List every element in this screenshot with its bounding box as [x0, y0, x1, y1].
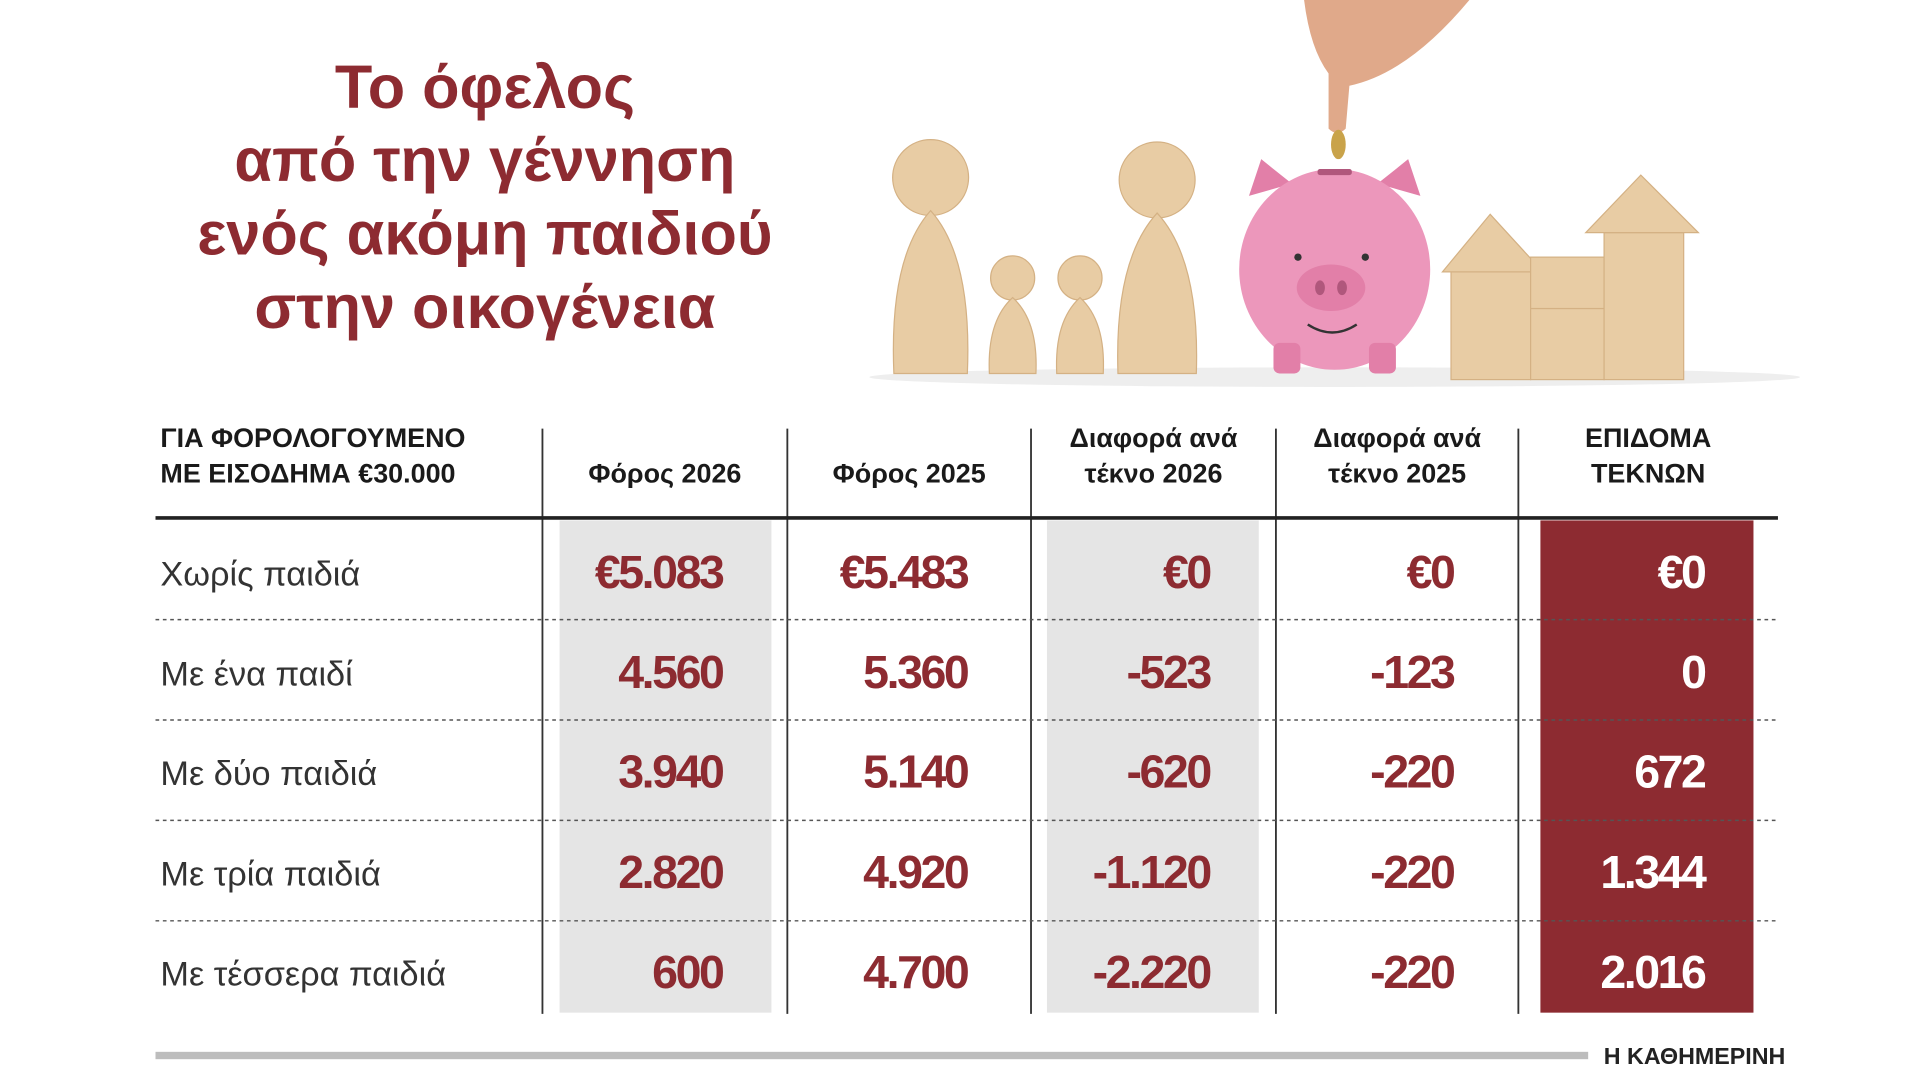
- coin-slot: [1317, 168, 1352, 176]
- column-header: ΜΕ ΕΙΣΟΔΗΜΑ €30.000: [160, 458, 455, 488]
- block: [1450, 271, 1532, 381]
- block-roof: [1441, 213, 1545, 273]
- pig-leg: [1368, 342, 1396, 374]
- cell-value: 5.360: [863, 646, 968, 698]
- figure: [1055, 296, 1105, 375]
- cell-value: €0: [1407, 546, 1454, 598]
- cell-value: 600: [652, 946, 723, 998]
- figure: [1118, 141, 1196, 219]
- cell-value: -123: [1370, 646, 1455, 698]
- cell-value: -523: [1126, 646, 1211, 698]
- cell-value: 0: [1681, 646, 1705, 698]
- figure: [990, 255, 1036, 301]
- row-label: Με τρία παιδιά: [160, 855, 380, 893]
- coin: [1331, 129, 1346, 160]
- block: [1530, 256, 1605, 310]
- cell-value: -220: [1370, 745, 1454, 797]
- figure: [988, 296, 1037, 375]
- smile: [1307, 323, 1358, 334]
- column-header: ΓΙΑ ΦΟΡΟΛΟΓΟΥΜΕΝΟ: [160, 423, 465, 453]
- benefit-column: [1540, 520, 1754, 1013]
- column-header: ΤΕΚΝΩΝ: [1591, 458, 1705, 488]
- cell-value: -620: [1126, 745, 1210, 797]
- block: [1603, 232, 1685, 381]
- figure: [1117, 212, 1198, 375]
- cell-value: -1.120: [1093, 846, 1211, 898]
- column-highlight: [559, 520, 772, 1013]
- row-label: Με δύο παιδιά: [160, 755, 377, 793]
- cell-value: -2.220: [1093, 946, 1211, 998]
- pig-leg: [1273, 342, 1301, 374]
- column-header: Φόρος 2025: [833, 458, 986, 488]
- column-header: Φόρος 2026: [588, 458, 741, 488]
- row-label: Χωρίς παιδιά: [160, 555, 360, 593]
- title-line: από την γέννηση: [234, 126, 735, 194]
- cell-value: -220: [1370, 946, 1454, 998]
- column-header: Διαφορά ανά: [1070, 423, 1238, 453]
- column-highlight: [1046, 520, 1259, 1013]
- cell-value: 3.940: [618, 745, 723, 797]
- illustration: [869, 0, 1800, 387]
- block-roof: [1584, 174, 1700, 234]
- title-line: στην οικογένεια: [254, 273, 715, 341]
- cell-value: 2.820: [618, 846, 723, 898]
- cell-value: 2.016: [1600, 946, 1706, 998]
- column-header: τέκνο 2026: [1084, 458, 1222, 488]
- cell-value: -220: [1370, 846, 1454, 898]
- row-label: Με ένα παιδί: [160, 656, 353, 694]
- hand: [1304, 0, 1470, 133]
- cell-value: €5.483: [840, 546, 969, 598]
- cell-value: €0: [1163, 546, 1210, 598]
- eye: [1361, 253, 1369, 261]
- figure: [892, 209, 969, 375]
- source-logo: Η ΚΑΘΗΜΕΡΙΝΗ: [1604, 1043, 1786, 1069]
- cell-value: 4.920: [863, 846, 968, 898]
- column-header: ΕΠΙΔΟΜΑ: [1585, 423, 1711, 453]
- cell-value: €5.083: [595, 546, 724, 598]
- cell-value: 4.700: [863, 946, 968, 998]
- title-line: Το όφελος: [335, 53, 635, 121]
- cell-value: 4.560: [618, 646, 723, 698]
- figure: [1057, 255, 1103, 301]
- cell-value: €0: [1658, 546, 1705, 598]
- nostril: [1337, 280, 1347, 296]
- cell-value: 5.140: [863, 745, 968, 797]
- row-label: Με τέσσερα παιδιά: [160, 956, 446, 994]
- column-header: Διαφορά ανά: [1313, 423, 1481, 453]
- eye: [1294, 253, 1302, 261]
- figure: [892, 138, 970, 217]
- pig-snout: [1296, 264, 1366, 312]
- column-header: τέκνο 2025: [1328, 458, 1466, 488]
- cell-value: 1.344: [1600, 846, 1707, 898]
- cell-value: 672: [1634, 745, 1705, 797]
- block: [1530, 307, 1605, 381]
- footer-bar: [155, 1051, 1589, 1060]
- title-line: ενός ακόμη παιδιού: [197, 200, 772, 268]
- pig-ears: [1248, 159, 1421, 196]
- nostril: [1315, 280, 1325, 296]
